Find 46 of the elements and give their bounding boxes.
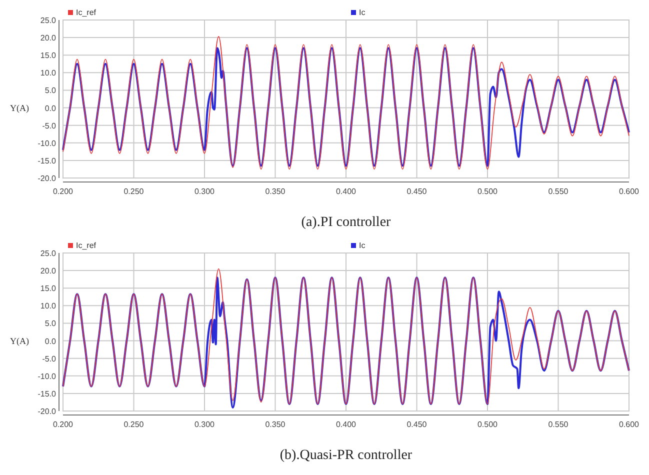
x-tick-label: 0.500 — [477, 420, 498, 429]
x-tick-label: 0.250 — [124, 420, 144, 429]
text: (a).PI controller — [301, 215, 392, 230]
y-tick-label: 5.0 — [44, 86, 57, 96]
x-tick-label: 0.400 — [336, 420, 357, 429]
x-tick-label: 0.300 — [194, 187, 216, 196]
x-tick-label: 0.200 — [52, 420, 74, 429]
x-tick-label: 0.400 — [336, 187, 357, 196]
x-tick-label: 0.550 — [548, 187, 569, 196]
y-tick-label: -15.0 — [38, 389, 57, 398]
y-axis-title: Y(A) — [10, 102, 29, 113]
y-tick-label: 0.0 — [44, 336, 57, 346]
y-tick-label: 5.0 — [44, 319, 57, 328]
y-tick-label: 25.0 — [40, 16, 57, 25]
y-tick-label: 10.0 — [40, 302, 57, 311]
y-tick-label: -10.0 — [38, 138, 57, 148]
y-tick-label: -5.0 — [42, 121, 57, 130]
x-tick-label: 0.200 — [52, 187, 74, 196]
y-tick-label: 20.0 — [40, 266, 57, 276]
x-tick-label: 0.350 — [265, 187, 286, 196]
x-tick-label: 0.450 — [406, 187, 428, 196]
y-tick-label: 20.0 — [40, 34, 57, 43]
y-tick-label: -15.0 — [38, 156, 57, 166]
y-tick-label: -20.0 — [38, 174, 57, 183]
text: (b).Quasi-PR controller — [280, 448, 412, 463]
x-tick-label: 0.450 — [406, 420, 428, 429]
legend-label: Ic — [359, 8, 366, 17]
y-tick-label: 10.0 — [40, 68, 57, 78]
y-tick-label: 25.0 — [40, 249, 57, 258]
x-tick-label: 0.550 — [548, 420, 569, 429]
legend-label: Ic_ref — [76, 241, 97, 250]
y-tick-label: 0.0 — [44, 104, 57, 113]
y-tick-label: -10.0 — [38, 372, 57, 381]
x-tick-label: 0.300 — [194, 420, 216, 429]
y-tick-label: -20.0 — [38, 407, 57, 416]
x-tick-label: 0.500 — [477, 187, 498, 196]
y-tick-label: 15.0 — [40, 284, 57, 294]
legend-label: Ic — [359, 241, 366, 250]
y-tick-label: 15.0 — [40, 51, 57, 60]
x-tick-label: 0.600 — [618, 187, 640, 196]
x-tick-label: 0.350 — [265, 420, 286, 429]
y-tick-label: -5.0 — [42, 354, 57, 364]
y-axis-title: Y(A) — [10, 336, 29, 346]
legend-label: Ic_ref — [76, 8, 97, 17]
x-tick-label: 0.600 — [618, 420, 640, 429]
x-tick-label: 0.250 — [124, 187, 144, 196]
